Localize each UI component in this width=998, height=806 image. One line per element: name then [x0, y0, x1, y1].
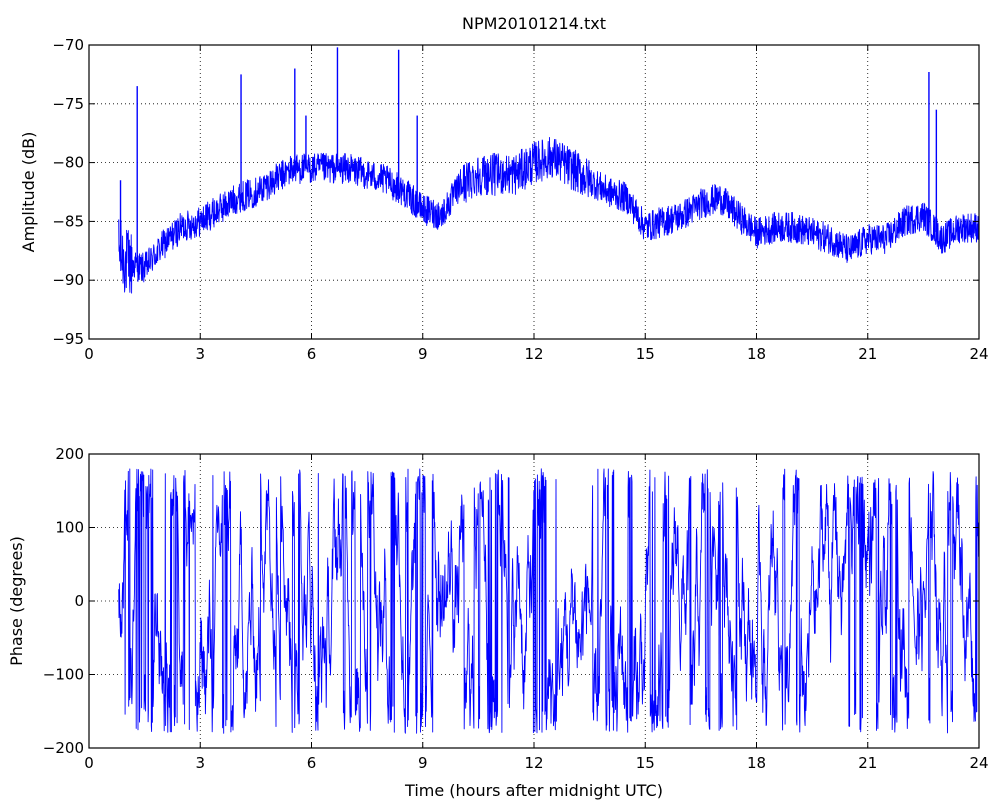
- x-axis-label: Time (hours after midnight UTC): [404, 781, 663, 800]
- amplitude-y-tick-label: −90: [52, 271, 84, 289]
- amplitude-x-tick-label: 15: [636, 345, 655, 363]
- amplitude-panel: NPM20101214.txt 0 3 6 9 12 15 18 21 24 −95 −90 −85 −…: [19, 14, 989, 363]
- amplitude-x-tick-label: 24: [969, 345, 988, 363]
- amplitude-series: [118, 47, 980, 294]
- amplitude-y-tick-label: −70: [52, 36, 84, 54]
- phase-y-tick-label: −100: [43, 666, 84, 684]
- amplitude-x-tick-label: 0: [84, 345, 94, 363]
- amplitude-ticks: 0 3 6 9 12 15 18 21 24 −95 −90 −85 −80 −75 −70: [52, 36, 988, 363]
- phase-y-axis-label: Phase (degrees): [7, 536, 26, 666]
- amplitude-x-tick-label: 3: [195, 345, 205, 363]
- amplitude-y-tick-label: −80: [52, 154, 84, 172]
- phase-x-tick-label: 0: [84, 754, 94, 772]
- amplitude-y-tick-label: −95: [52, 330, 84, 348]
- amplitude-x-tick-label: 21: [858, 345, 877, 363]
- phase-x-tick-label: 12: [524, 754, 543, 772]
- phase-x-tick-label: 6: [307, 754, 317, 772]
- amplitude-x-tick-label: 12: [524, 345, 543, 363]
- phase-y-tick-label: 200: [55, 445, 84, 463]
- phase-line: [118, 468, 980, 734]
- amplitude-y-tick-label: −85: [52, 212, 84, 230]
- phase-y-tick-label: 0: [74, 592, 84, 610]
- amplitude-x-tick-label: 9: [418, 345, 428, 363]
- amplitude-y-tick-label: −75: [52, 95, 84, 113]
- phase-x-tick-label: 18: [747, 754, 766, 772]
- amplitude-x-tick-label: 18: [747, 345, 766, 363]
- phase-x-tick-label: 3: [195, 754, 205, 772]
- phase-series: [118, 468, 980, 734]
- phase-panel: 0 3 6 9 12 15 18 21 24 −200 −100 0 100 200 Phase (deg…: [7, 445, 989, 800]
- amplitude-line: [118, 136, 980, 294]
- chart-title: NPM20101214.txt: [462, 14, 606, 33]
- phase-x-tick-label: 9: [418, 754, 428, 772]
- amplitude-x-tick-label: 6: [307, 345, 317, 363]
- phase-y-tick-label: 100: [55, 519, 84, 537]
- phase-ticks: 0 3 6 9 12 15 18 21 24 −200 −100 0 100 200: [43, 445, 989, 772]
- amplitude-grid: [89, 45, 979, 339]
- phase-x-tick-label: 24: [969, 754, 988, 772]
- amplitude-y-axis-label: Amplitude (dB): [19, 132, 38, 253]
- phase-x-tick-label: 15: [636, 754, 655, 772]
- phase-y-tick-label: −200: [43, 739, 84, 757]
- phase-x-tick-label: 21: [858, 754, 877, 772]
